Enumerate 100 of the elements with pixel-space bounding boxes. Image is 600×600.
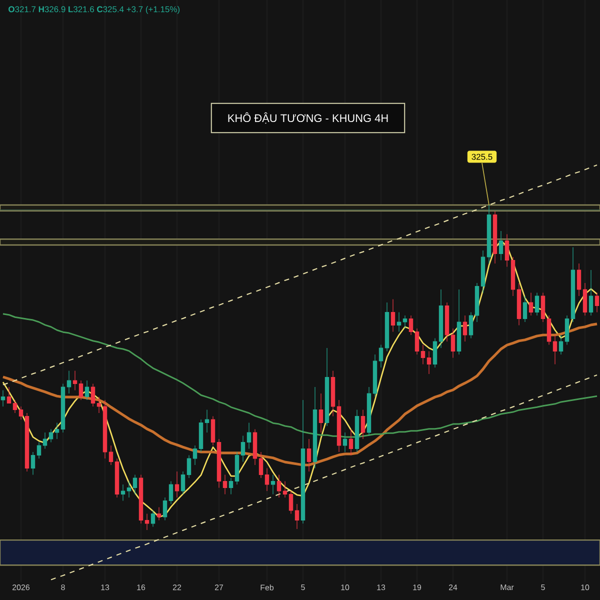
candlestick: [312, 386, 318, 469]
candlestick: [492, 211, 498, 264]
candlestick: [84, 380, 90, 400]
candlestick: [264, 468, 270, 492]
candlestick: [72, 370, 78, 391]
candlestick: [438, 289, 444, 348]
candlestick: [282, 480, 288, 498]
candlestick: [474, 282, 480, 322]
candlestick: [132, 474, 138, 495]
candlestick: [42, 432, 48, 450]
candlestick: [396, 312, 402, 332]
candlestick: [78, 380, 84, 400]
candlestick: [138, 474, 144, 524]
candlestick: [258, 452, 264, 478]
candlestick: [504, 234, 510, 268]
candlestick: [330, 370, 336, 417]
candlestick: [156, 506, 162, 521]
candlestick: [204, 409, 210, 433]
candlestick: [420, 344, 426, 365]
candlestick: [300, 400, 306, 524]
candlestick: [114, 458, 120, 498]
candlestick: [558, 334, 564, 355]
candlestick: [576, 263, 582, 296]
candlestick: [510, 256, 516, 296]
candlestick: [168, 480, 174, 504]
candlestick: [108, 445, 114, 466]
candlestick: [36, 442, 42, 459]
candlestick: [90, 383, 96, 407]
candlestick: [516, 282, 522, 326]
candlestick: [336, 400, 342, 452]
candlestick: [414, 328, 420, 355]
candlestick: [0, 390, 6, 407]
candlestick: [486, 204, 492, 264]
candlestick: [174, 471, 180, 498]
candlestick: [234, 452, 240, 485]
candlestick: [24, 412, 30, 472]
candlestick: [288, 490, 294, 514]
candlestick: [546, 315, 552, 346]
candlestick: [366, 386, 372, 436]
chart-subtitle: O321.7 H326.9 L321.6 C325.4 +3.7 (+1.15%): [8, 6, 180, 14]
candlestick: [186, 454, 192, 478]
candlestick: [54, 422, 60, 440]
candlestick: [348, 428, 354, 456]
candlestick: [552, 334, 558, 365]
candlestick: [180, 471, 186, 495]
candlestick: [540, 292, 546, 322]
candlestick: [48, 428, 54, 443]
candlestick: [432, 338, 438, 368]
candlestick: [534, 292, 540, 316]
candlestick: [582, 282, 588, 316]
candlestick: [66, 370, 72, 394]
candlestick: [210, 416, 216, 446]
candlestick: [306, 438, 312, 472]
candlestick: [342, 432, 348, 452]
candlestick: [426, 350, 432, 374]
candlestick: [594, 292, 600, 313]
candlestick: [276, 474, 282, 498]
candlestick: [522, 296, 528, 322]
candlestick: [126, 480, 132, 498]
candlestick: [444, 302, 450, 342]
candlestick: [378, 344, 384, 368]
candlestick: [462, 315, 468, 342]
candlestick: [528, 292, 534, 316]
candlestick: [294, 504, 300, 530]
candlestick: [324, 348, 330, 426]
candlestick: [390, 298, 396, 332]
candlestick: [360, 409, 366, 440]
candlestick: [222, 474, 228, 495]
candlestick: [564, 315, 570, 346]
annotation: 325.5: [472, 154, 492, 160]
candlestick: [120, 484, 126, 502]
candlestick: [12, 400, 18, 414]
candlestick: [60, 383, 66, 433]
candlestick: [30, 452, 36, 476]
candlestick: [162, 497, 168, 521]
candlestick: [402, 315, 408, 329]
candlestick: [480, 250, 486, 294]
candlestick: [468, 312, 474, 339]
candlestick: [228, 478, 234, 495]
candlestick: [198, 419, 204, 452]
candlestick: [456, 289, 462, 355]
chart-title: KHÔ ĐẬU TƯƠNG - KHUNG 4H: [228, 112, 388, 124]
candlestick: [498, 230, 504, 261]
candlestick: [408, 315, 414, 336]
candlestick: [192, 445, 198, 466]
candlestick: [96, 396, 102, 414]
candlestick: [144, 513, 150, 530]
candlestick: [372, 354, 378, 398]
candlestick: [318, 393, 324, 433]
candlestick: [270, 474, 276, 495]
candlestick: [384, 302, 390, 352]
candlestick: [246, 422, 252, 450]
candlestick: [588, 270, 594, 316]
candlestick: [570, 246, 576, 322]
candlestick: [18, 406, 24, 420]
candlestick: [240, 435, 246, 462]
candlestick: [450, 328, 456, 358]
candlestick: [150, 510, 156, 528]
candlestick: [252, 428, 258, 466]
candlestick: [102, 400, 108, 459]
